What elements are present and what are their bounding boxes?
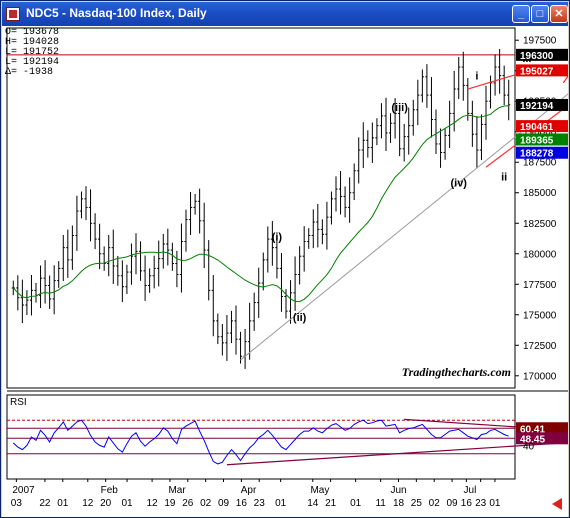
rsi-level-badge [516, 432, 568, 445]
x-day-label: 23 [254, 498, 266, 509]
price-y-tick-label: 187500 [523, 158, 557, 169]
rsi-panel-frame [6, 394, 516, 480]
ohlc-open: O= 193678 [5, 27, 60, 38]
price-level-badge [516, 120, 568, 133]
maximize-button[interactable]: □ [531, 5, 549, 23]
price-y-tick-label: 175000 [523, 310, 557, 321]
x-day-label: 22 [39, 498, 51, 509]
price-level-badge-label: 195027 [520, 66, 554, 77]
moving-average-line [12, 105, 509, 303]
price-level-badge-label: 196300 [520, 51, 554, 62]
wave-label: i [475, 70, 478, 82]
x-day-label: 01 [350, 498, 362, 509]
price-panel-frame [6, 27, 516, 389]
x-day-label: 20 [100, 498, 112, 509]
x-day-label: 01 [57, 498, 69, 509]
x-day-label: 14 [307, 498, 319, 509]
price-y-tick-label: 180000 [523, 249, 557, 260]
support-trendline [240, 93, 568, 361]
price-y-tick-label: 182500 [523, 219, 557, 230]
price-level-badge [516, 64, 568, 77]
price-chart-svg[interactable]: 170000 172500 175000 177500 180000 182500 1850… [2, 26, 568, 517]
rsi-level-badge-label: 48.45 [520, 434, 545, 445]
rsi-title: RSI [10, 397, 27, 408]
price-level-badge [516, 98, 568, 111]
ohlc-low: L= 191752 [5, 47, 60, 58]
price-level-badge-label: 189365 [520, 135, 554, 146]
rsi-lower-trendline [226, 441, 568, 466]
rsi-line [12, 419, 509, 465]
window-title: NDC5 - Nasdaq-100 Index, Daily [26, 6, 207, 20]
rsi-level-badge-label: 60.41 [520, 424, 545, 435]
x-day-label: 18 [393, 498, 405, 509]
x-day-label: 12 [147, 498, 159, 509]
price-y-tick-label: 197500 [523, 36, 557, 47]
x-day-label: 19 [164, 498, 176, 509]
wave-label: (ii) [293, 312, 307, 324]
x-month-label: Jun [390, 485, 406, 496]
x-day-label: 03 [11, 498, 23, 509]
x-day-label: 21 [325, 498, 337, 509]
ohlc-change: Δ= -1938 [5, 67, 54, 78]
rsi-tick-label: 40 [523, 441, 535, 452]
x-month-label: Apr [241, 485, 257, 496]
scroll-left-arrow [552, 498, 562, 510]
price-y-tick-label: 172500 [523, 341, 557, 352]
x-day-label: 23 [475, 498, 487, 509]
price-y-tick-label: 185000 [523, 188, 557, 199]
close-button[interactable]: ✕ [550, 5, 568, 23]
x-month-label: May [310, 485, 329, 496]
x-month-label: 2007 [12, 485, 35, 496]
x-day-label: 01 [489, 498, 501, 509]
x-day-label: 16 [236, 498, 248, 509]
ohlc-bars [11, 48, 511, 369]
ohlc-last: L= 192194 [5, 57, 60, 68]
price-level-badge [516, 146, 568, 159]
x-day-label: 09 [447, 498, 459, 509]
price-level-badge [516, 48, 568, 61]
price-level-badge [516, 133, 568, 146]
wave-label: (iv) [450, 178, 467, 190]
minimize-button[interactable]: _ [512, 5, 530, 23]
x-month-label: Mar [168, 485, 186, 496]
price-level-badge-label: 192194 [520, 101, 554, 112]
x-month-label: Feb [101, 485, 119, 496]
projection-up-arrow [562, 75, 568, 84]
x-month-label: Jul [464, 485, 477, 496]
x-day-label: 01 [275, 498, 287, 509]
price-y-tick-label: 190000 [523, 127, 557, 138]
price-y-tick-label: 170000 [523, 371, 557, 382]
title-bar[interactable]: NDC5 - Nasdaq-100 Index, Daily _ □ ✕ [2, 2, 568, 26]
wave-label: ii [501, 172, 507, 184]
wave-label: (iii) [391, 102, 408, 114]
chart-area[interactable]: 170000 172500 175000 177500 180000 182500 1850… [2, 26, 568, 517]
x-day-label: 09 [218, 498, 230, 509]
price-level-badge-label: 188278 [520, 149, 554, 160]
app-icon [6, 7, 20, 21]
price-level-badge-label: 190461 [520, 122, 554, 133]
x-day-label: 01 [122, 498, 134, 509]
x-day-label: 12 [82, 498, 94, 509]
x-day-label: 02 [429, 498, 441, 509]
wave-label: (i) [272, 231, 283, 243]
x-day-label: 16 [461, 498, 473, 509]
x-day-label: 26 [182, 498, 194, 509]
price-y-tick-label: 177500 [523, 280, 557, 291]
x-day-label: 02 [200, 498, 212, 509]
rsi-level-badge [516, 422, 568, 435]
watermark: Tradingthecharts.com [402, 365, 511, 379]
x-day-label: 11 [375, 498, 386, 509]
ohlc-high: H= 194028 [5, 37, 60, 48]
x-day-label: 25 [411, 498, 423, 509]
